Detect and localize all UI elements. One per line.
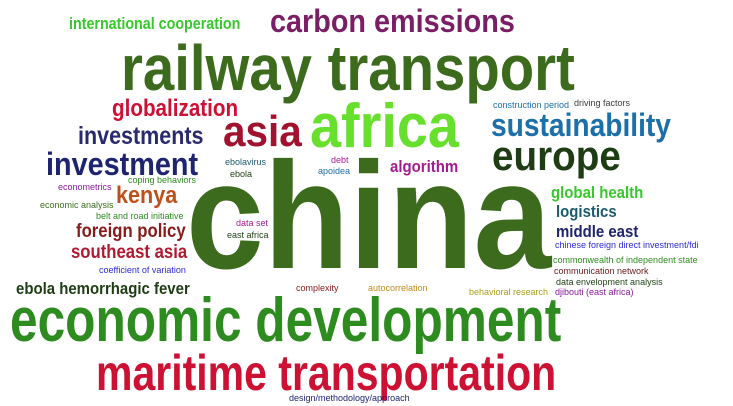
word-foreign-policy: foreign policy <box>76 221 186 242</box>
word-investment: investment <box>46 146 199 182</box>
word-belt-and-road-initiative: belt and road initiative <box>96 211 184 221</box>
word-data-envelopment-analysis: data envelopment analysis <box>556 277 663 287</box>
word-chinese-fdi: chinese foreign direct investment/fdi <box>555 240 699 250</box>
word-commonwealth: commonwealth of independent state <box>553 255 698 265</box>
word-ebola: ebola <box>230 169 253 179</box>
word-globalization: globalization <box>112 95 239 122</box>
word-sustainability: sustainability <box>491 107 671 143</box>
word-southeast-asia: southeast asia <box>71 242 188 263</box>
word-middle-east: middle east <box>556 222 639 241</box>
word-africa: africa <box>310 92 459 161</box>
word-debt: debt <box>331 155 349 165</box>
word-design-methodology: design/methodology/approach <box>289 393 410 403</box>
word-coefficient-of-variation: coefficient of variation <box>99 265 186 275</box>
word-communication-network: communication network <box>554 266 649 276</box>
word-asia: asia <box>223 107 302 156</box>
word-driving-factors: driving factors <box>574 98 631 108</box>
word-logistics: logistics <box>556 202 617 221</box>
word-europe: europe <box>492 132 621 179</box>
word-djibouti: djibouti (east africa) <box>555 287 634 297</box>
word-china: china <box>186 131 552 301</box>
word-ebola-hemorrhagic-fever: ebola hemorrhagic fever <box>16 279 190 298</box>
word-econometrics: econometrics <box>58 182 112 192</box>
word-economic-development: economic development <box>10 286 562 355</box>
word-economic-analysis: economic analysis <box>40 200 114 210</box>
word-algorithm: algorithm <box>390 157 459 176</box>
word-apoidea: apoidea <box>318 166 351 176</box>
word-autocorrelation: autocorrelation <box>368 283 428 293</box>
word-ebolavirus: ebolavirus <box>225 157 267 167</box>
word-international-cooperation: international cooperation <box>69 14 241 33</box>
word-maritime-transportation: maritime transportation <box>96 345 557 401</box>
word-coping-behaviors: coping behaviors <box>128 175 197 185</box>
word-complexity: complexity <box>296 283 339 293</box>
word-east-africa: east africa <box>227 230 269 240</box>
word-data-set: data set <box>236 218 269 228</box>
word-kenya: kenya <box>116 182 178 209</box>
word-construction-period: construction period <box>493 100 570 110</box>
word-railway-transport: railway transport <box>121 32 575 104</box>
word-carbon-emissions: carbon emissions <box>270 3 515 39</box>
word-behavioral-research: behavioral research <box>469 287 549 297</box>
word-investments: investments <box>78 122 204 150</box>
word-global-health: global health <box>551 183 644 202</box>
